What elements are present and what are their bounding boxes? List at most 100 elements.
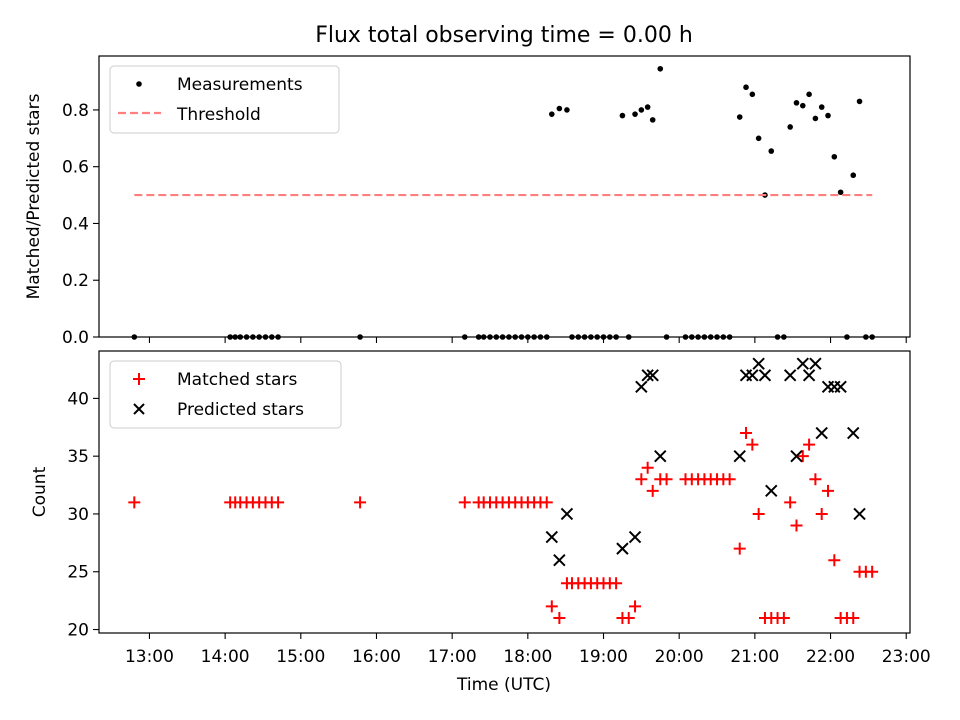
matched-star-point (540, 496, 553, 509)
bottom-axes: 20 25 30 35 40 13:00 14:00 15:00 16:00 17:00 18:0… (30, 350, 931, 695)
y-tick-label: 25 (67, 563, 89, 583)
measurement-point (806, 91, 812, 98)
matched-star-point (803, 438, 816, 451)
bottom-plot-marks (128, 357, 879, 624)
matched-star-point (635, 473, 648, 486)
y-tick-label: 0.0 (62, 328, 89, 348)
y-tick-label: 0.8 (62, 101, 89, 121)
measurement-point (799, 102, 806, 109)
y-tick-label: 0.2 (62, 271, 89, 291)
x-axis-label: Time (UTC) (456, 675, 551, 695)
measurement-point (837, 189, 844, 196)
predicted-star-point (545, 530, 559, 544)
predicted-star-point (752, 357, 765, 370)
matched-star-point (746, 438, 759, 451)
x-tick-label: 13:00 (125, 647, 174, 667)
top-legend-box (109, 65, 340, 134)
measurement-point (556, 105, 563, 112)
predicted-star-point (746, 369, 759, 382)
x-tick-label: 17:00 (428, 647, 477, 667)
matched-star-point (828, 554, 841, 567)
legend-predicted-label: Predicted stars (177, 400, 304, 420)
matched-star-point (815, 507, 828, 520)
matched-star-point (660, 473, 673, 486)
bottom-y-ticks: 20 25 30 35 40 (67, 389, 99, 641)
legend-matched-marker (133, 373, 145, 385)
measurement-point (564, 107, 570, 113)
matched-star-point (629, 600, 642, 613)
top-axes-frame (98, 55, 911, 338)
x-tick-label: 22:00 (806, 647, 855, 667)
predicted-star-point (646, 369, 659, 382)
measurement-point (644, 104, 651, 110)
measurement-point (793, 100, 800, 106)
top-y-axis-label: Matched/Predicted stars (24, 93, 44, 299)
matched-star-point (847, 611, 860, 624)
measurement-point (649, 117, 656, 123)
measurement-point (768, 148, 775, 154)
matched-star-point (128, 496, 141, 509)
x-tick-label: 19:00 (579, 647, 628, 667)
predicted-star-point (553, 553, 566, 567)
matched-star-point (866, 565, 879, 578)
measurement-point (850, 172, 857, 179)
top-axes: 0.00.20.40.60.8 Matched/Predicted stars … (24, 55, 911, 348)
predicted-star-point (802, 369, 816, 382)
measurement-point (619, 112, 626, 119)
y-tick-label: 35 (67, 447, 89, 467)
predicted-star-point (765, 484, 778, 498)
legend-predicted-marker (133, 403, 145, 415)
matched-star-point (646, 484, 659, 497)
x-tick-label: 21:00 (730, 647, 779, 667)
measurement-point (632, 111, 638, 117)
x-tick-label: 16:00 (352, 647, 401, 667)
predicted-star-point (733, 449, 746, 463)
chart-title: Flux total observing time = 0.00 h (315, 23, 693, 48)
predicted-star-point (815, 426, 828, 440)
y-tick-label: 30 (67, 505, 89, 525)
measurement-point (856, 98, 863, 105)
measurement-point (755, 135, 762, 142)
bottom-y-axis-label: Count (30, 466, 50, 517)
x-tick-label: 23:00 (882, 647, 931, 667)
predicted-star-point (560, 507, 574, 521)
predicted-star-point (847, 426, 860, 440)
bottom-legend: Matched stars Predicted stars (109, 360, 342, 429)
y-tick-label: 40 (67, 389, 89, 409)
predicted-star-point (809, 357, 822, 370)
measurement-point (736, 114, 743, 120)
measurement-point (831, 153, 838, 160)
matched-star-point (354, 496, 367, 509)
bottom-legend-box (109, 360, 342, 429)
y-tick-label: 0.4 (62, 214, 89, 234)
y-tick-label: 20 (67, 621, 89, 641)
x-tick-label: 14:00 (201, 647, 250, 667)
legend-measurements-label: Measurements (177, 75, 303, 95)
matched-star-point (641, 461, 654, 474)
matched-star-point (790, 519, 803, 532)
measurement-point (812, 115, 819, 122)
predicted-star-point (616, 542, 629, 555)
matched-star-point (272, 496, 285, 509)
matched-star-point (610, 577, 623, 590)
predicted-star-point (796, 357, 809, 370)
x-tick-label: 20:00 (655, 647, 704, 667)
measurement-point (749, 91, 756, 98)
matched-star-point (796, 450, 809, 463)
measurement-point (548, 111, 555, 117)
measurement-point (787, 124, 793, 130)
legend-measurements-marker (136, 81, 142, 87)
top-y-ticks: 0.0 0.2 0.4 0.6 0.8 (62, 101, 99, 348)
predicted-star-point (628, 530, 642, 544)
matched-star-point (784, 496, 797, 509)
predicted-star-point (635, 380, 648, 394)
measurement-point (818, 104, 825, 110)
measurement-point (638, 107, 645, 113)
measurement-point (657, 65, 664, 72)
y-tick-label: 0.6 (62, 158, 89, 178)
top-x-ticks (148, 337, 907, 343)
matched-star-point (809, 473, 822, 486)
matched-star-point (740, 427, 753, 440)
matched-star-point (622, 611, 635, 624)
